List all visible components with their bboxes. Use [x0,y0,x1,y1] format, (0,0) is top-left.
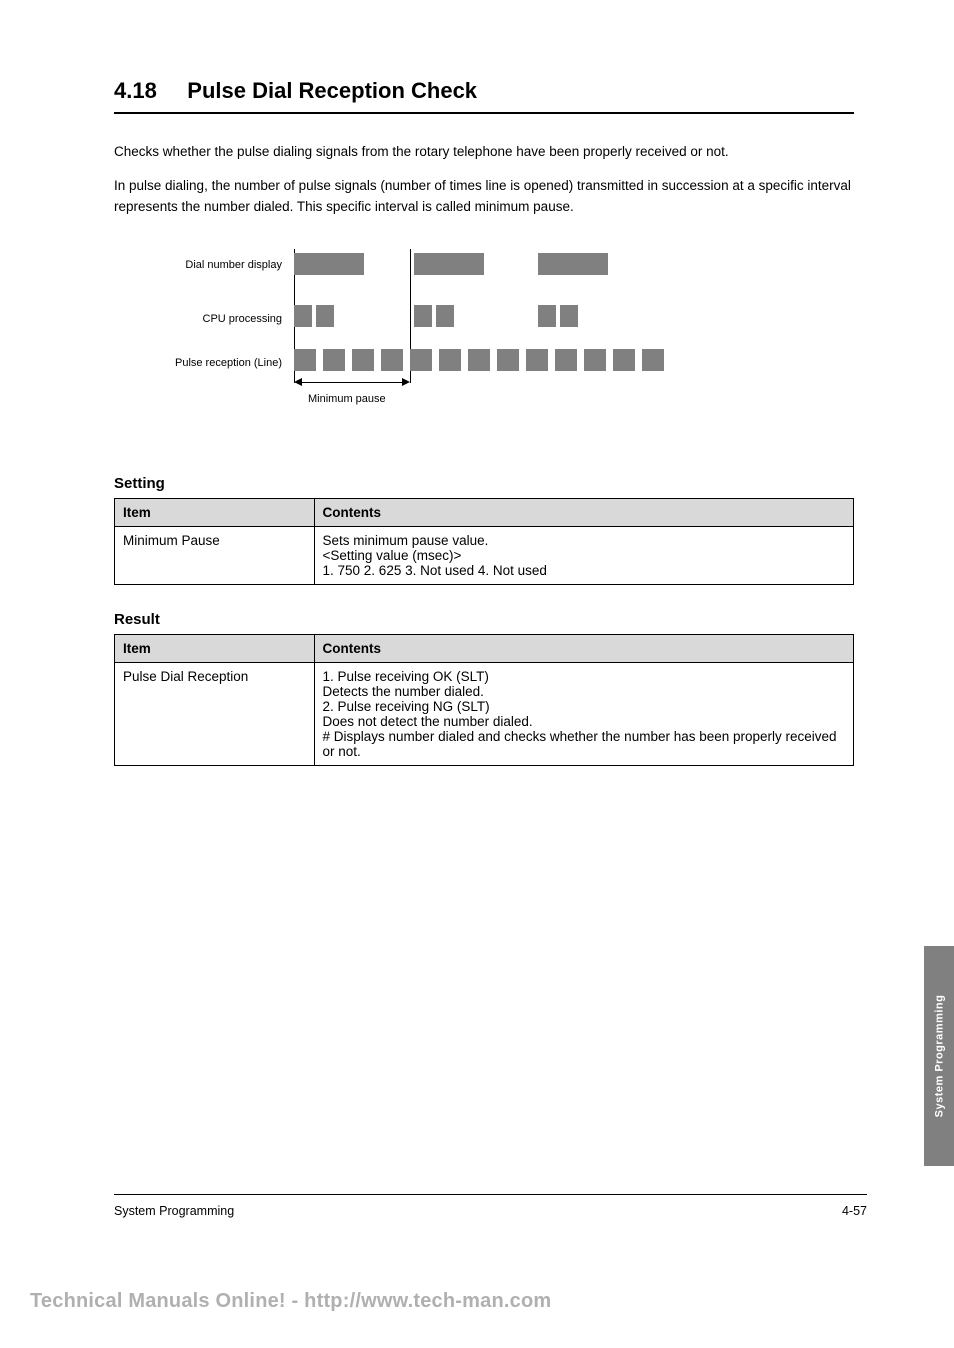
side-tab-label: System Programming [933,995,945,1118]
diagram-cpu-bar [316,305,334,327]
intro-paragraph-2: In pulse dialing, the number of pulse si… [114,176,854,217]
setting-table: Item Contents Minimum PauseSets minimum … [114,498,854,585]
diagram-pulse-tick [381,349,403,371]
diagram-display-bar [294,253,364,275]
diagram-pulse-tick [323,349,345,371]
diagram-pulse-tick [555,349,577,371]
section-title-row: 4.18 Pulse Dial Reception Check [114,78,854,104]
table-cell-item: Minimum Pause [115,526,315,584]
footer-left: System Programming [114,1204,234,1218]
watermark-footer: Technical Manuals Online! - http://www.t… [30,1290,551,1313]
diagram-arrow-line [298,382,406,383]
diagram-pulse-tick [468,349,490,371]
side-tab: System Programming [924,946,954,1166]
diagram-period-label: Minimum pause [308,393,386,405]
diagram-pulse-tick [497,349,519,371]
diagram-cpu-bar [294,305,312,327]
section-number: 4.18 [114,78,157,103]
subhead-result: Result [114,611,854,628]
diagram-pulse-tick [410,349,432,371]
table-cell-contents: Sets minimum pause value. <Setting value… [314,526,853,584]
page: 4.18 Pulse Dial Reception Check Checks w… [0,0,954,766]
diagram-cpu-bar [538,305,556,327]
diagram-pulse-tick [352,349,374,371]
diagram-pulse-tick [526,349,548,371]
diagram-cpu-bar [414,305,432,327]
intro-paragraph-1: Checks whether the pulse dialing signals… [114,142,854,162]
subhead-setting: Setting [114,475,854,492]
diagram-display-bar [414,253,484,275]
result-th-item: Item [115,634,315,662]
diagram-label-pulse: Pulse reception (Line) [175,357,282,369]
table-row: Pulse Dial Reception1. Pulse receiving O… [115,662,854,765]
diagram-cpu-bar [436,305,454,327]
diagram-arrow-head-right [402,378,410,386]
footer-rule [114,1194,867,1195]
setting-th-contents: Contents [314,498,853,526]
section-title: Pulse Dial Reception Check [187,78,477,103]
diagram-pulse-tick [294,349,316,371]
diagram-pulse-tick [613,349,635,371]
result-table: Item Contents Pulse Dial Reception1. Pul… [114,634,854,766]
table-cell-contents: 1. Pulse receiving OK (SLT) Detects the … [314,662,853,765]
diagram-label-display: Dial number display [185,259,282,271]
diagram-label-cpu: CPU processing [203,313,282,325]
footer-right: 4-57 [842,1204,867,1218]
diagram-cpu-bar [560,305,578,327]
title-rule [114,112,854,114]
table-row: Minimum PauseSets minimum pause value. <… [115,526,854,584]
timing-diagram: Dial number display CPU processing Pulse… [294,249,674,449]
diagram-arrow-head-left [294,378,302,386]
diagram-display-bar [538,253,608,275]
result-th-contents: Contents [314,634,853,662]
table-cell-item: Pulse Dial Reception [115,662,315,765]
setting-th-item: Item [115,498,315,526]
diagram-pulse-tick [642,349,664,371]
diagram-pulse-tick [439,349,461,371]
diagram-pulse-tick [584,349,606,371]
